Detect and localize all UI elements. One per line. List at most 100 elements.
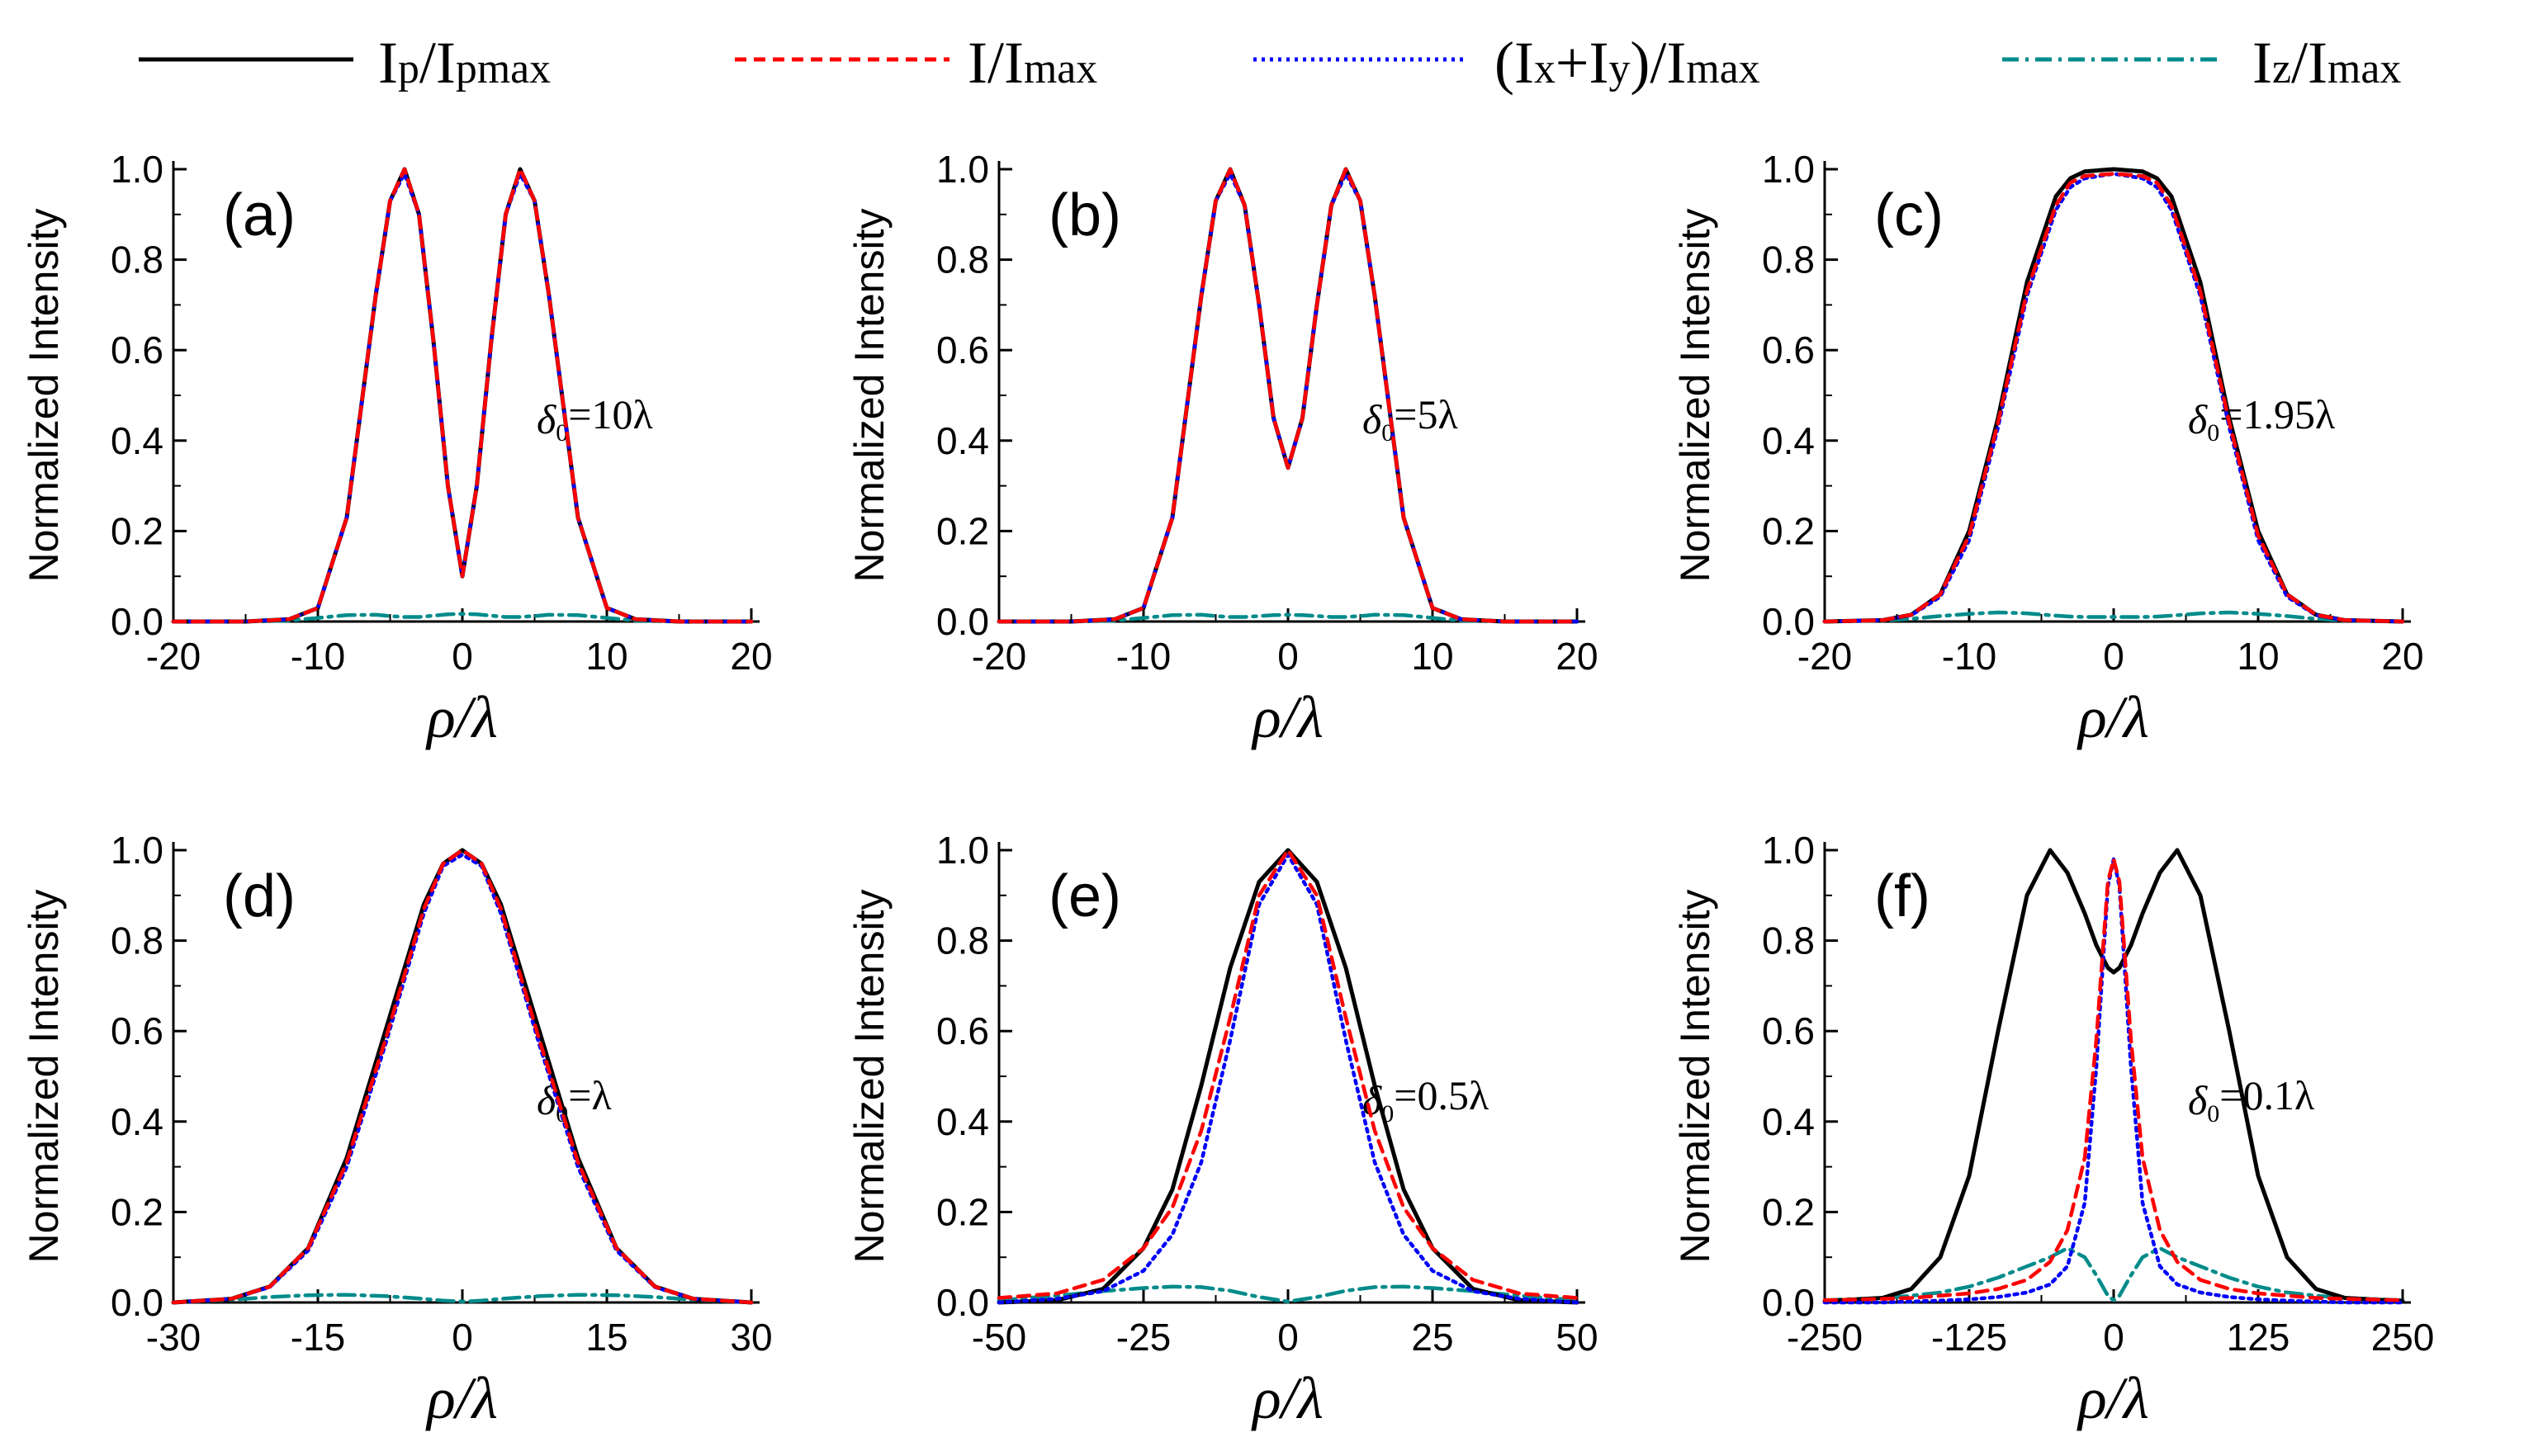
x-tick-label: 20	[730, 635, 772, 678]
y-axis-label: Normalized Intensity	[1672, 890, 1718, 1264]
y-tick-label: 0.0	[1762, 600, 1815, 643]
x-tick-label: -20	[972, 635, 1026, 678]
panel-3: 0.0 0.2 0.4 0.6 0.8 1.0 -30 -15 0 15 30 Normalized …	[21, 829, 773, 1431]
legend-label-Iz: Iz/Imax	[2252, 30, 2401, 96]
x-axis-label: ρ/λ	[425, 1365, 498, 1431]
series-line-I	[171, 167, 754, 624]
series-line-Iz	[1822, 1246, 2405, 1302]
y-tick-label: 0.8	[936, 239, 989, 281]
x-tick-label: 10	[585, 635, 627, 678]
x-axis-label: ρ/λ	[2076, 1365, 2149, 1431]
y-tick-label: 0.0	[936, 600, 989, 643]
x-tick-label: 20	[1556, 635, 1598, 678]
panel-2: 0.0 0.2 0.4 0.6 0.8 1.0 -20 -10 0 10 20 Normalized …	[1672, 148, 2424, 750]
delta-annotation: δ0=10λ	[537, 391, 653, 447]
y-tick-label: 0.2	[111, 1190, 163, 1233]
y-tick-label: 0.6	[111, 329, 163, 371]
delta-annotation: δ0=λ	[537, 1072, 612, 1127]
x-tick-label: 15	[585, 1316, 627, 1359]
x-axis-label: ρ/λ	[1251, 1365, 1324, 1431]
x-tick-label: -125	[1931, 1316, 2007, 1359]
x-tick-label: -250	[1787, 1316, 1863, 1359]
legend-label-Ixy: (Ix+Iy)/Imax	[1494, 30, 1760, 96]
delta-annotation: δ0=1.95λ	[2188, 391, 2335, 447]
y-tick-label: 0.4	[936, 1100, 989, 1143]
x-tick-label: 0	[452, 1316, 473, 1359]
y-tick-label: 0.8	[1762, 919, 1815, 962]
series-line-Ixy	[997, 853, 1579, 1305]
y-tick-label: 0.8	[1762, 239, 1815, 281]
x-tick-label: 0	[2103, 635, 2124, 678]
x-tick-label: -20	[146, 635, 201, 678]
x-tick-label: -10	[1942, 635, 1996, 678]
y-tick-label: 0.0	[1762, 1281, 1815, 1324]
series-line-Ip	[997, 848, 1579, 1305]
y-tick-label: 0.0	[936, 1281, 989, 1324]
y-tick-label: 1.0	[936, 148, 989, 191]
y-axis-label: Normalized Intensity	[21, 209, 67, 583]
y-tick-label: 0.4	[1762, 1100, 1815, 1143]
y-tick-label: 0.2	[111, 509, 163, 552]
series-line-I	[1822, 172, 2405, 624]
series-line-I	[1822, 857, 2405, 1302]
x-tick-label: -20	[1797, 635, 1852, 678]
series-line-I	[171, 848, 754, 1305]
x-tick-label: 125	[2227, 1316, 2290, 1359]
legend-label-I: I/Imax	[968, 30, 1097, 96]
x-axis-label: ρ/λ	[2076, 684, 2149, 750]
y-tick-label: 0.6	[111, 1009, 163, 1052]
legend: Ip/Ipmax I/Imax (Ix+Iy)/Imax Iz/Imax	[139, 30, 2401, 96]
x-tick-label: 0	[1277, 1316, 1299, 1359]
panel-label: (f)	[1874, 863, 1930, 929]
y-tick-label: 0.8	[111, 919, 163, 962]
y-tick-label: 0.2	[1762, 1190, 1815, 1233]
y-tick-label: 0.4	[936, 419, 989, 462]
y-axis-label: Normalized Intensity	[21, 890, 67, 1264]
x-axis-label: ρ/λ	[1251, 684, 1324, 750]
series-line-I	[997, 848, 1579, 1300]
y-tick-label: 1.0	[936, 829, 989, 872]
panel-label: (b)	[1049, 182, 1121, 248]
delta-annotation: δ0=5λ	[1362, 391, 1458, 447]
y-tick-label: 0.2	[936, 1190, 989, 1233]
x-tick-label: -10	[291, 635, 345, 678]
y-tick-label: 0.0	[111, 1281, 163, 1324]
x-tick-label: 250	[2371, 1316, 2435, 1359]
x-tick-label: -30	[146, 1316, 201, 1359]
series-line-I	[997, 167, 1579, 624]
x-tick-label: 25	[1411, 1316, 1453, 1359]
panels: 0.0 0.2 0.4 0.6 0.8 1.0 -20 -10 0 10 20 Normalized …	[21, 148, 2434, 1431]
delta-annotation: δ0=0.1λ	[2188, 1072, 2314, 1127]
panel-5: 0.0 0.2 0.4 0.6 0.8 1.0 -250 -125 0 125 250 Normali…	[1672, 829, 2434, 1431]
series-line-Iz	[171, 612, 754, 624]
panel-label: (a)	[223, 182, 296, 248]
y-tick-label: 0.4	[111, 1100, 163, 1143]
x-tick-label: 0	[2103, 1316, 2124, 1359]
x-tick-label: 50	[1556, 1316, 1598, 1359]
y-tick-label: 0.2	[936, 509, 989, 552]
series-line-Iz	[997, 1284, 1579, 1304]
x-tick-label: 0	[452, 635, 473, 678]
delta-annotation: δ0=0.5λ	[1362, 1072, 1489, 1127]
x-tick-label: -15	[291, 1316, 345, 1359]
series-line-Ip	[1822, 848, 2405, 1303]
panel-1: 0.0 0.2 0.4 0.6 0.8 1.0 -20 -10 0 10 20 Normalized …	[846, 148, 1598, 750]
legend-label-Ip: Ip/Ipmax	[378, 30, 551, 96]
y-tick-label: 0.8	[111, 239, 163, 281]
y-tick-label: 0.2	[1762, 509, 1815, 552]
y-tick-label: 0.4	[1762, 419, 1815, 462]
x-tick-label: -25	[1116, 1316, 1171, 1359]
y-tick-label: 1.0	[111, 829, 163, 872]
y-axis-label: Normalized Intensity	[846, 890, 893, 1264]
y-tick-label: 1.0	[1762, 148, 1815, 191]
x-tick-label: -50	[972, 1316, 1026, 1359]
y-tick-label: 0.6	[1762, 1009, 1815, 1052]
y-tick-label: 1.0	[1762, 829, 1815, 872]
series-line-Iz	[1822, 610, 2405, 624]
panel-label: (d)	[223, 863, 296, 929]
panel-label: (e)	[1049, 863, 1121, 929]
y-tick-label: 1.0	[111, 148, 163, 191]
y-tick-label: 0.4	[111, 419, 163, 462]
y-axis-label: Normalized Intensity	[1672, 209, 1718, 583]
